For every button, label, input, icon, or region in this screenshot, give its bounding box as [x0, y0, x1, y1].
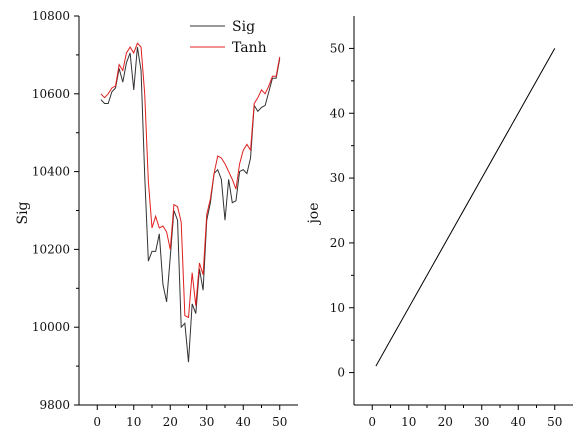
legend-label-sig: Sig: [232, 19, 255, 35]
left-x-tick-label: 30: [199, 415, 214, 429]
left-y-tick-label: 10200: [32, 242, 70, 256]
right-y-ticks: 0 10 20 30 40 50: [330, 41, 354, 380]
right-x-ticks: 0 10 20 30 40 50: [368, 405, 562, 429]
left-x-tick-label: 40: [236, 415, 251, 429]
right-y-tick-label: 50: [330, 41, 345, 55]
right-y-tick-label: 30: [330, 171, 345, 185]
left-y-ticks: 9800 10000 10200 10400 10600 10800: [32, 9, 79, 412]
right-series-series-1-line: [375, 48, 556, 367]
left-x-tick-label: 50: [272, 415, 287, 429]
right-x-tick-label: 10: [401, 415, 416, 429]
right-chart: 0 10 20 30 40 50 0 10 20 30 40 50 joe: [306, 16, 573, 429]
left-chart: 9800 10000 10200 10400 10600 10800 0 10 20 30 40 5…: [15, 9, 298, 429]
left-y-tick-label: 10400: [32, 165, 70, 179]
left-y-tick-label: 10600: [32, 87, 70, 101]
right-x-tick-label: 40: [511, 415, 526, 429]
legend-label-tanh: Tanh: [232, 40, 267, 56]
right-y-tick-label: 10: [330, 301, 345, 315]
right-y-tick-label: 20: [330, 236, 345, 250]
right-y-axis-label: joe: [306, 202, 322, 225]
left-x-tick-label: 10: [126, 415, 141, 429]
left-y-tick-label: 10000: [32, 320, 70, 334]
left-series-sig-line: [100, 47, 281, 363]
right-x-tick-label: 30: [474, 415, 489, 429]
left-x-tick-label: 20: [163, 415, 178, 429]
right-x-tick-label: 50: [547, 415, 562, 429]
right-x-tick-label: 20: [438, 415, 453, 429]
right-y-tick-label: 0: [337, 366, 345, 380]
legend: Sig Tanh: [190, 19, 267, 56]
left-series-tanh-line: [100, 42, 281, 319]
right-x-tick-label: 0: [368, 415, 376, 429]
left-series-group: [100, 42, 281, 363]
left-y-tick-label: 9800: [39, 398, 70, 412]
left-y-axis-label: Sig: [15, 201, 31, 224]
left-x-tick-label: 0: [93, 415, 101, 429]
right-series-group: [375, 48, 556, 367]
left-y-tick-label: 10800: [32, 9, 70, 23]
right-y-tick-label: 40: [330, 106, 345, 120]
left-x-ticks: 0 10 20 30 40 50: [93, 405, 287, 429]
